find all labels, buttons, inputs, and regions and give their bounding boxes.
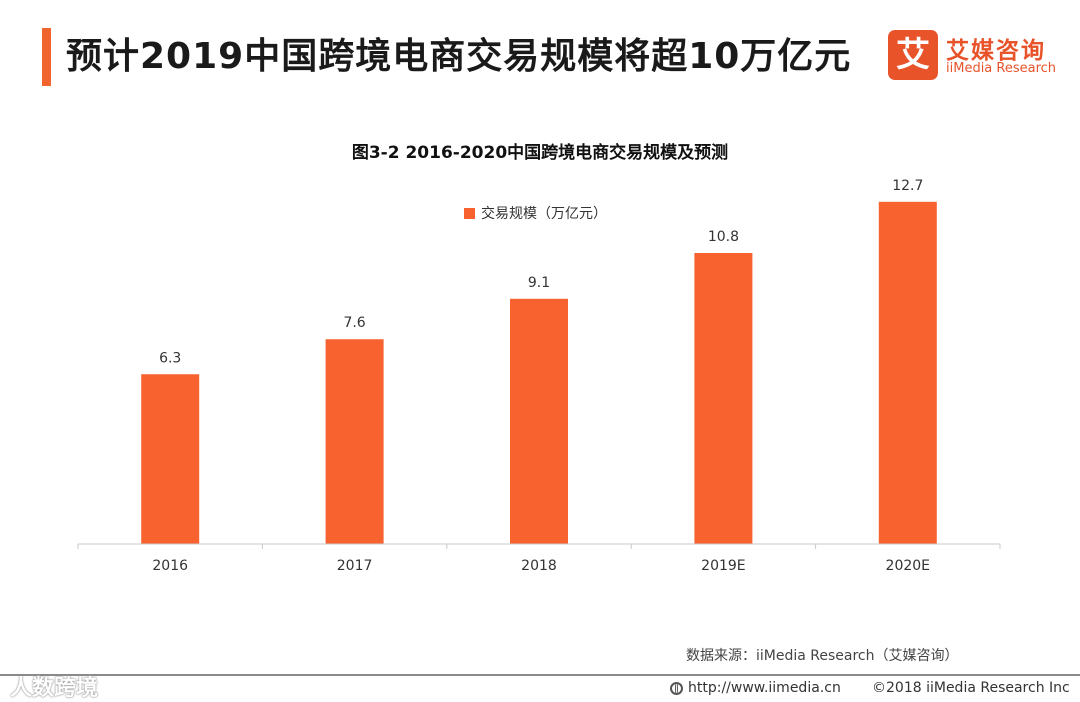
footer-divider: [0, 674, 1080, 676]
x-tick-label-2016: 2016: [152, 558, 188, 574]
chart-title: 图3-2 2016-2020中国跨境电商交易规模及预测: [352, 142, 728, 163]
bar-2020E: [878, 201, 937, 545]
x-tick-label-2020E: 2020E: [886, 558, 930, 574]
bar-2019E: [694, 253, 753, 544]
logo-name-cn: 艾媒咨询: [946, 38, 1046, 64]
legend-swatch: [464, 208, 475, 219]
legend-label: 交易规模（万亿元）: [481, 205, 607, 222]
data-label-2019E: 10.8: [708, 229, 739, 245]
bar-2018: [510, 298, 568, 544]
x-tick-label-2019E: 2019E: [701, 558, 745, 574]
footer-url[interactable]: http://www.iimedia.cn: [670, 680, 841, 696]
x-tick-label-2018: 2018: [521, 558, 557, 574]
data-label-2020E: 12.7: [892, 178, 923, 194]
logo-name-en: iiMedia Research: [946, 61, 1057, 76]
watermark: 人数跨境: [10, 676, 99, 701]
data-label-2016: 6.3: [159, 350, 181, 366]
title-accent-bar: [42, 28, 51, 86]
data-source: 数据来源：iiMedia Research（艾媒咨询）: [686, 648, 959, 664]
brand-logo: 艾 艾媒咨询 iiMedia Research: [888, 30, 1068, 80]
footer-copyright: ©2018 iiMedia Research Inc: [872, 680, 1070, 696]
footer-url-text[interactable]: http://www.iimedia.cn: [688, 680, 841, 696]
bar-2017: [325, 339, 384, 544]
bar-2016: [141, 374, 200, 544]
data-label-2018: 9.1: [528, 275, 550, 291]
globe-icon: [670, 682, 683, 695]
logo-mark: 艾: [888, 30, 938, 80]
x-tick-label-2017: 2017: [337, 558, 373, 574]
data-label-2017: 7.6: [343, 315, 365, 331]
page-title: 预计2019中国跨境电商交易规模将超10万亿元: [66, 36, 852, 77]
